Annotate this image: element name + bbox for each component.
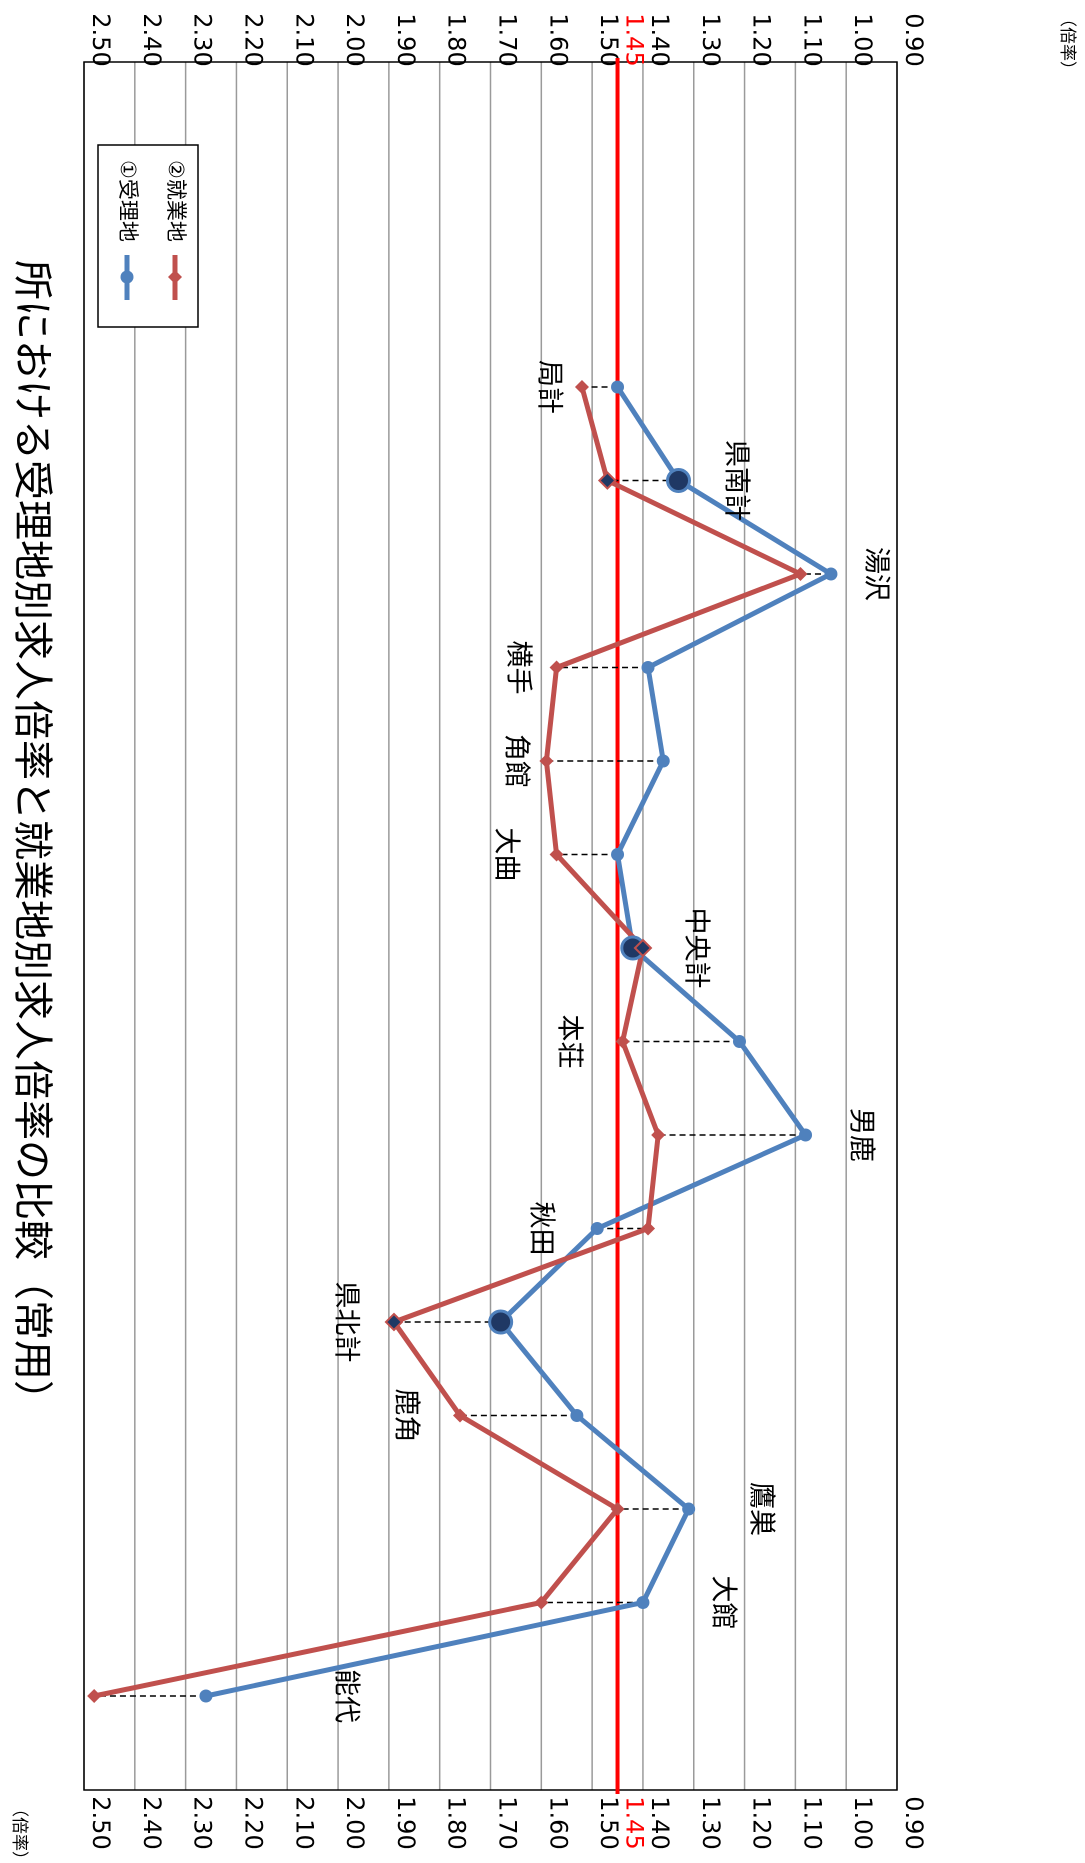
tick-label-top: 2.40 [138, 13, 166, 66]
tick-label-bottom: 1.50 [595, 1796, 623, 1849]
tick-label-top: 1.80 [443, 13, 471, 66]
series-group [87, 380, 838, 1703]
series-2-point [633, 938, 653, 958]
category-label: 局計 [534, 360, 565, 414]
series-1-point [682, 1502, 696, 1516]
category-label: 能代 [331, 1669, 362, 1723]
series-1-point [611, 848, 625, 861]
category-label: 秋田 [526, 1202, 557, 1256]
unit-label-top: （倍率） [1057, 10, 1077, 78]
series-1-point [590, 1222, 604, 1235]
series-1-point [824, 567, 838, 581]
category-label: 角館 [501, 734, 532, 788]
category-label: 中央計 [681, 908, 712, 989]
tick-label-top: 2.00 [341, 13, 369, 66]
tick-label-top: 1.30 [697, 13, 725, 66]
tick-label-bottom: 2.20 [239, 1796, 267, 1849]
reference-label-bottom: 1.45 [621, 1796, 649, 1849]
tick-label-top: 0.90 [900, 13, 928, 66]
tick-labels-bottom: 0.90 1.00 1.10 1.20 1.30 1.40 1.50 1.60 1.70 1.80… [87, 1796, 928, 1849]
legend-box [97, 144, 199, 328]
series-1-point [199, 1689, 213, 1703]
tick-label-bottom: 1.40 [646, 1796, 674, 1849]
tick-label-bottom: 2.40 [138, 1796, 166, 1849]
category-label: 鹿角 [391, 1389, 422, 1443]
series-1-point [732, 1035, 746, 1048]
series-2-point [539, 754, 554, 768]
category-label: 鷹巣 [746, 1482, 777, 1536]
category-label: 県南計 [721, 440, 752, 521]
series-2-point [574, 380, 589, 394]
series-2-point [610, 1502, 625, 1516]
legend: ①受理地 ②就業地 [97, 144, 199, 328]
series-1-point [488, 1309, 514, 1335]
tick-labels-top: 0.90 1.00 1.10 1.20 1.30 1.40 1.50 1.60 1.70 1.80… [87, 13, 928, 66]
tick-label-top: 2.50 [87, 13, 115, 66]
tick-label-bottom: 1.60 [544, 1796, 572, 1849]
series-2-point [597, 471, 617, 490]
category-label: 湯沢 [861, 547, 892, 601]
category-label: 男鹿 [846, 1108, 877, 1162]
series-2-point [651, 1128, 666, 1142]
tick-label-top: 2.20 [239, 13, 267, 66]
tick-label-top: 1.00 [849, 13, 877, 66]
tick-label-top: 1.90 [392, 13, 420, 66]
legend-marker [120, 270, 134, 284]
series-2-point [549, 660, 564, 675]
series-1-point [636, 1596, 650, 1609]
tick-label-top: 1.40 [646, 13, 674, 66]
series-2-point [641, 1221, 656, 1236]
series-1-point [656, 754, 670, 768]
tick-label-top: 1.10 [798, 13, 826, 66]
tick-label-bottom: 1.70 [494, 1796, 522, 1849]
series-2-point [87, 1689, 102, 1703]
tick-label-bottom: 1.10 [798, 1796, 826, 1849]
tick-label-bottom: 1.00 [849, 1796, 877, 1849]
chart-title: 所における受理地別求人倍率と就業地別求人倍率の比較（常用） [9, 260, 55, 1420]
series-2-point [793, 567, 808, 581]
tick-label-bottom: 1.90 [392, 1796, 420, 1849]
reference-line-group: 1.45 1.45 [615, 13, 649, 1850]
tick-label-bottom: 0.90 [900, 1796, 928, 1849]
series-1-point [611, 380, 625, 394]
legend-label: ①受理地 [116, 160, 140, 242]
series-2-point [549, 847, 564, 862]
tick-label-bottom: 2.10 [290, 1796, 318, 1849]
tick-label-bottom: 2.50 [87, 1796, 115, 1849]
tick-label-top: 2.10 [290, 13, 318, 66]
tick-label-top: 2.30 [189, 13, 217, 66]
category-label: 県北計 [331, 1282, 362, 1363]
series-2-point [534, 1595, 549, 1610]
category-label: 横手 [503, 641, 534, 695]
legend-label: ②就業地 [164, 160, 188, 242]
legend-marker [168, 270, 182, 284]
series-1-point [641, 661, 655, 674]
series-1-point [570, 1409, 584, 1422]
unit-label-bottom: （倍率） [9, 1800, 29, 1863]
series-2-point [384, 1312, 404, 1332]
series-1-point [799, 1128, 813, 1142]
series-2-point [615, 1034, 630, 1049]
reference-label-top: 1.45 [621, 13, 649, 66]
tick-label-top: 1.70 [494, 13, 522, 66]
tick-label-bottom: 1.20 [748, 1796, 776, 1849]
plot-frame [83, 61, 898, 1791]
series-2-point [453, 1408, 468, 1423]
tick-label-bottom: 1.30 [697, 1796, 725, 1849]
tick-label-bottom: 1.80 [443, 1796, 471, 1849]
tick-label-top: 1.20 [748, 13, 776, 66]
category-label: 本荘 [554, 1015, 585, 1069]
tick-label-bottom: 2.30 [189, 1796, 217, 1849]
category-label: 大館 [708, 1576, 739, 1630]
tick-label-top: 1.50 [595, 13, 623, 66]
series-1-point [666, 468, 692, 493]
drop-lines [94, 386, 831, 1697]
tick-label-bottom: 2.00 [341, 1796, 369, 1849]
tick-label-top: 1.60 [544, 13, 572, 66]
category-label: 大曲 [491, 828, 522, 882]
